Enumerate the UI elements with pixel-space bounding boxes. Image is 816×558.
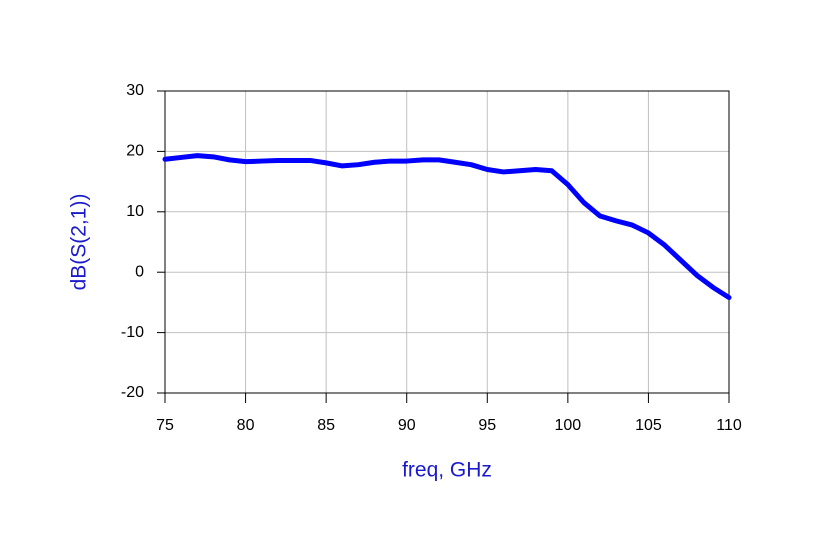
y-tick-label: -20 bbox=[121, 384, 144, 401]
y-axis-label: dB(S(2,1)) bbox=[68, 194, 91, 291]
data-line bbox=[162, 153, 732, 301]
x-axis-label: freq, GHz bbox=[402, 459, 492, 482]
y-tick-label: 20 bbox=[126, 143, 144, 160]
y-tick-label: 30 bbox=[126, 82, 144, 99]
y-tick-label: 10 bbox=[126, 203, 144, 220]
x-tick-label: 100 bbox=[555, 417, 582, 434]
x-tick-label: 105 bbox=[635, 417, 662, 434]
x-tick-label: 75 bbox=[156, 417, 174, 434]
x-tick-label: 95 bbox=[478, 417, 496, 434]
y-tick-label: 0 bbox=[135, 263, 144, 280]
x-tick-label: 85 bbox=[317, 417, 335, 434]
plot-frame bbox=[164, 90, 730, 394]
y-tick-label: -10 bbox=[121, 324, 144, 341]
x-tick-label: 90 bbox=[398, 417, 416, 434]
x-tick-label: 110 bbox=[716, 417, 742, 434]
x-tick-label: 80 bbox=[237, 417, 255, 434]
